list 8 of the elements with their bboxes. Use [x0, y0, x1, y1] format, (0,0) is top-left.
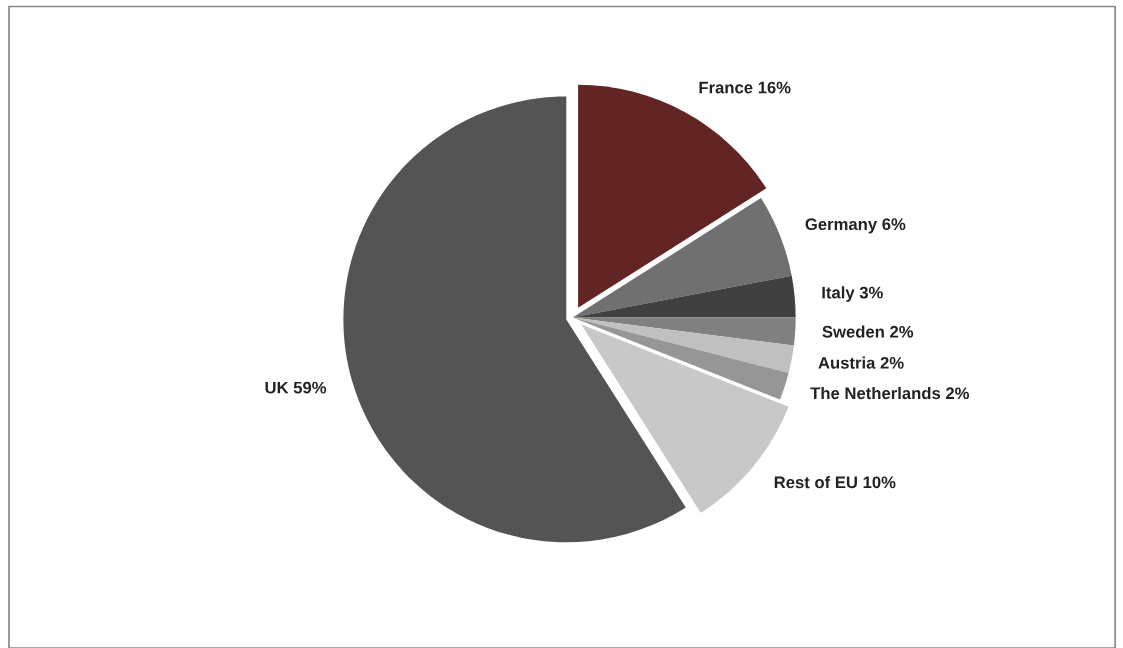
slice-label: France 16%: [699, 81, 791, 94]
slice-label: Sweden 2%: [822, 325, 914, 338]
slice-label: The Netherlands 2%: [810, 386, 970, 400]
slice-label: Germany 6%: [805, 218, 906, 234]
slice-label: Rest of EU 10%: [774, 476, 896, 489]
slice-label: Italy 3%: [822, 286, 883, 302]
slice-label: UK 59%: [265, 381, 327, 394]
slice-label: Austria 2%: [818, 356, 904, 369]
